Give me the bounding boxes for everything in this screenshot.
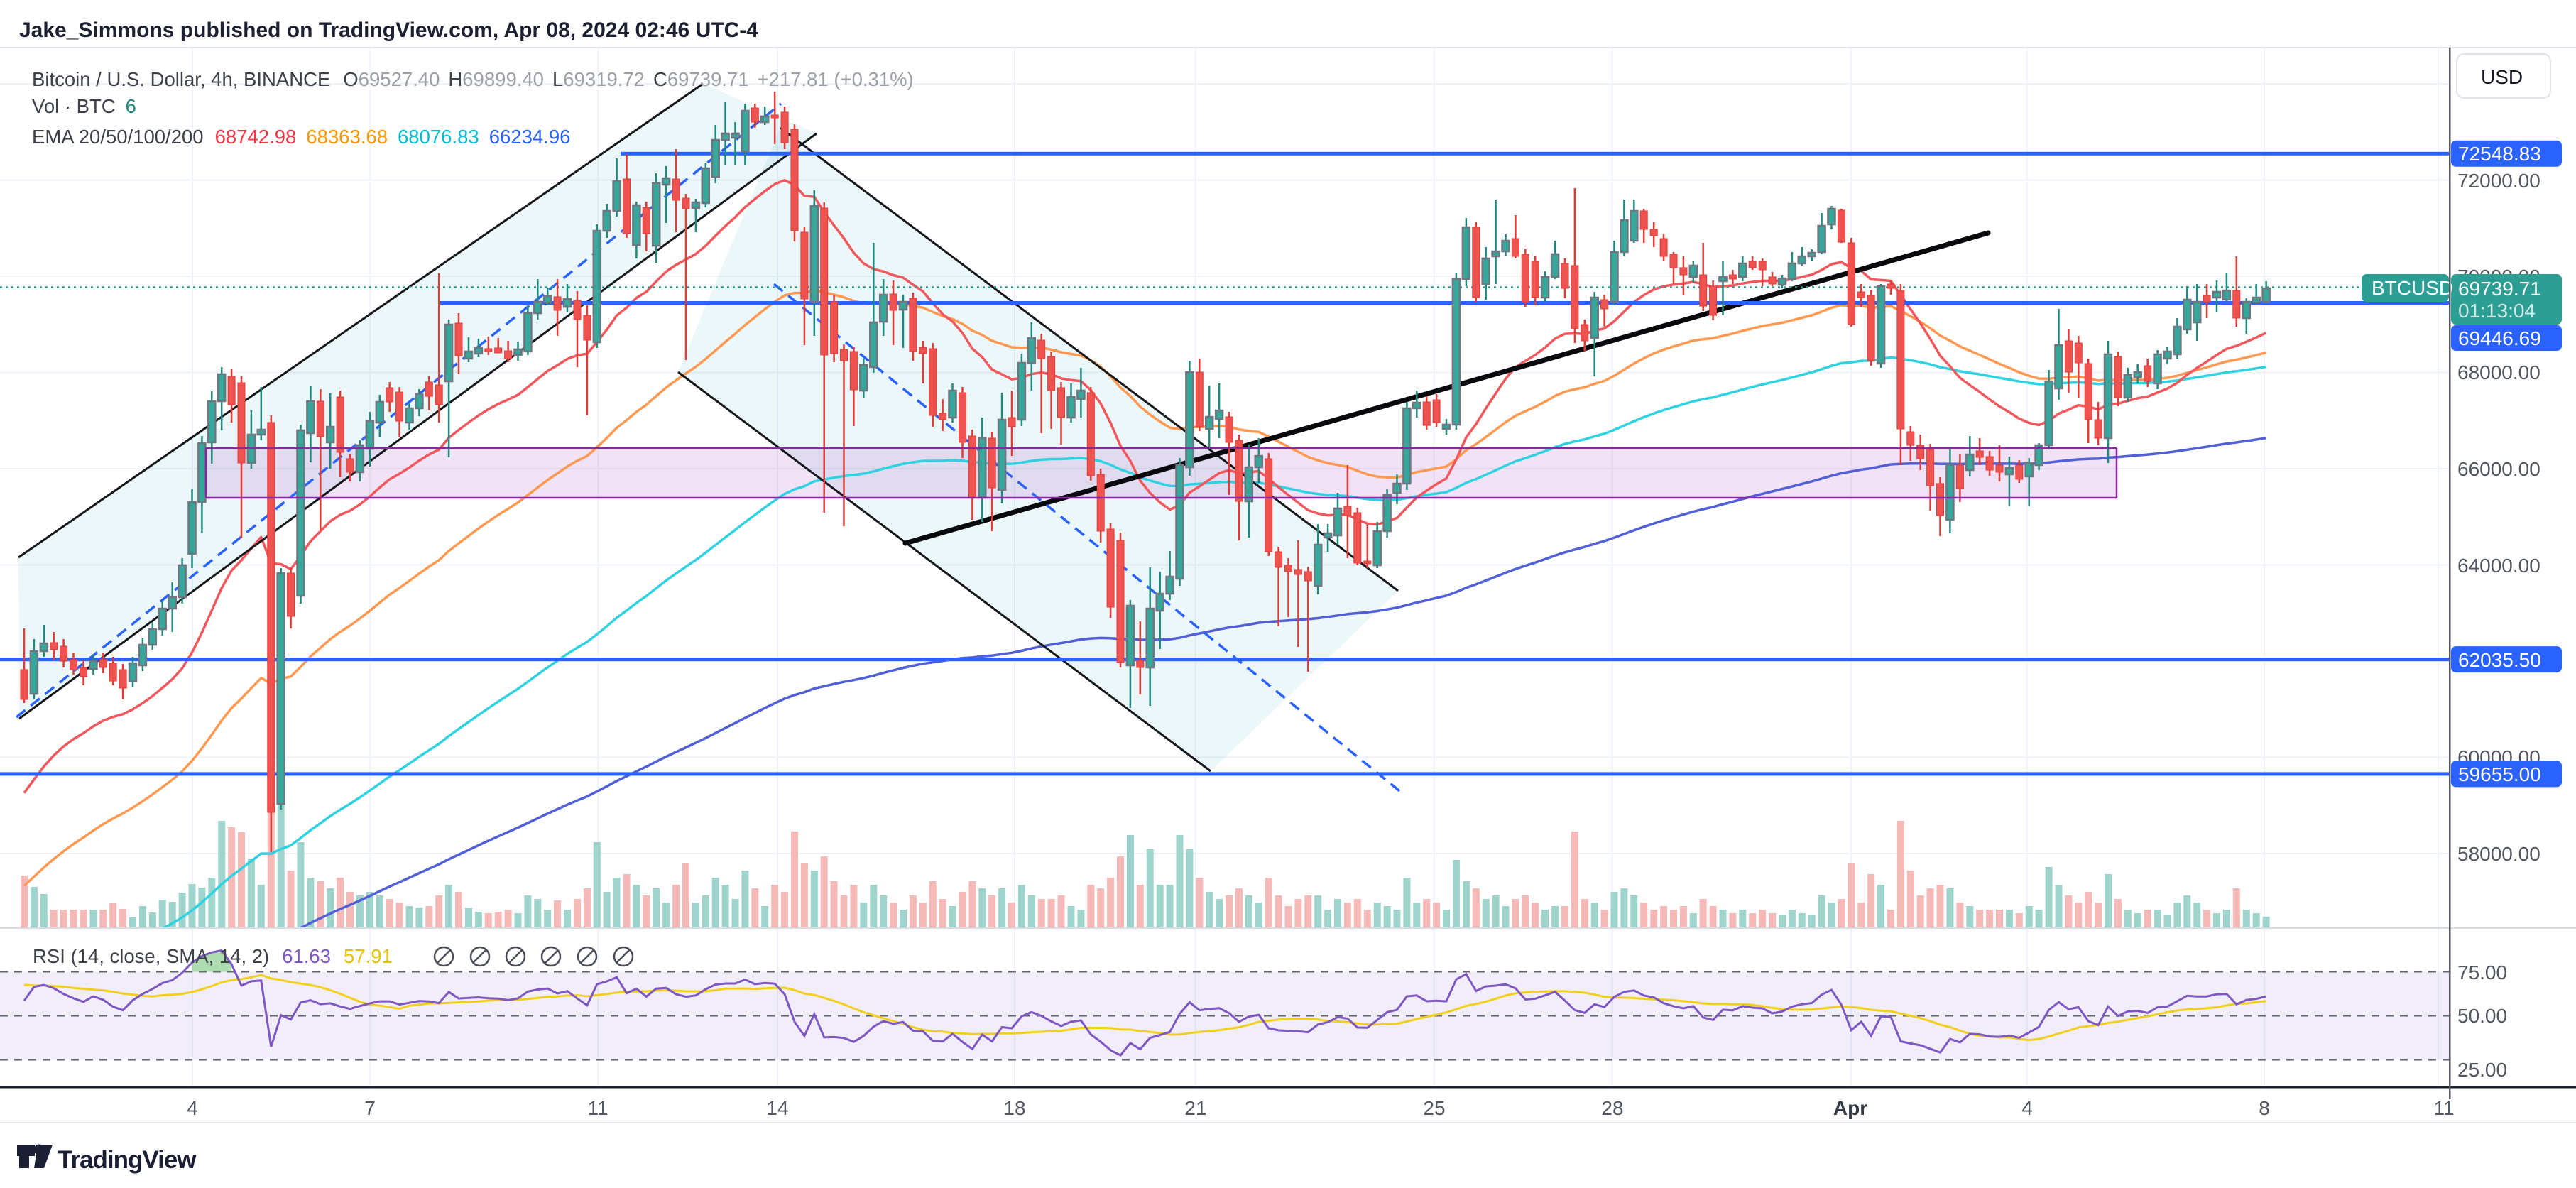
svg-text:01:13:04: 01:13:04 xyxy=(2458,300,2536,322)
svg-text:21: 21 xyxy=(1184,1097,1206,1119)
svg-text:4: 4 xyxy=(187,1097,198,1119)
svg-text:11: 11 xyxy=(587,1097,608,1119)
svg-text:75.00: 75.00 xyxy=(2457,961,2507,983)
svg-text:Bitcoin / U.S. Dollar, 4h, BIN: Bitcoin / U.S. Dollar, 4h, BINANCE O69527… xyxy=(32,68,914,90)
svg-text:50.00: 50.00 xyxy=(2457,1005,2507,1027)
svg-text:66000.00: 66000.00 xyxy=(2457,458,2540,480)
svg-text:58000.00: 58000.00 xyxy=(2457,843,2540,865)
svg-text:72000.00: 72000.00 xyxy=(2457,170,2540,192)
svg-text:Jake_Simmons published on Trad: Jake_Simmons published on TradingView.co… xyxy=(19,18,758,42)
svg-text:72548.83: 72548.83 xyxy=(2458,143,2541,165)
svg-text:7: 7 xyxy=(364,1097,376,1119)
svg-text:68000.00: 68000.00 xyxy=(2457,361,2540,383)
svg-text:18: 18 xyxy=(1003,1097,1025,1119)
svg-text:28: 28 xyxy=(1601,1097,1623,1119)
svg-text:25.00: 25.00 xyxy=(2457,1059,2507,1081)
svg-text:25: 25 xyxy=(1423,1097,1445,1119)
svg-text:11: 11 xyxy=(2433,1097,2454,1119)
svg-text:14: 14 xyxy=(766,1097,788,1119)
svg-text:59655.00: 59655.00 xyxy=(2458,763,2541,785)
svg-text:8: 8 xyxy=(2259,1097,2270,1119)
svg-text:69739.71: 69739.71 xyxy=(2458,278,2541,300)
svg-text:64000.00: 64000.00 xyxy=(2457,555,2540,577)
svg-text:Apr: Apr xyxy=(1833,1097,1867,1119)
svg-text:4: 4 xyxy=(2021,1097,2033,1119)
svg-text:BTCUSD: BTCUSD xyxy=(2372,277,2453,299)
svg-text:69446.69: 69446.69 xyxy=(2458,327,2541,349)
svg-text:62035.50: 62035.50 xyxy=(2458,649,2541,671)
svg-text:TradingView: TradingView xyxy=(58,1146,197,1174)
svg-text:USD: USD xyxy=(2481,66,2523,88)
